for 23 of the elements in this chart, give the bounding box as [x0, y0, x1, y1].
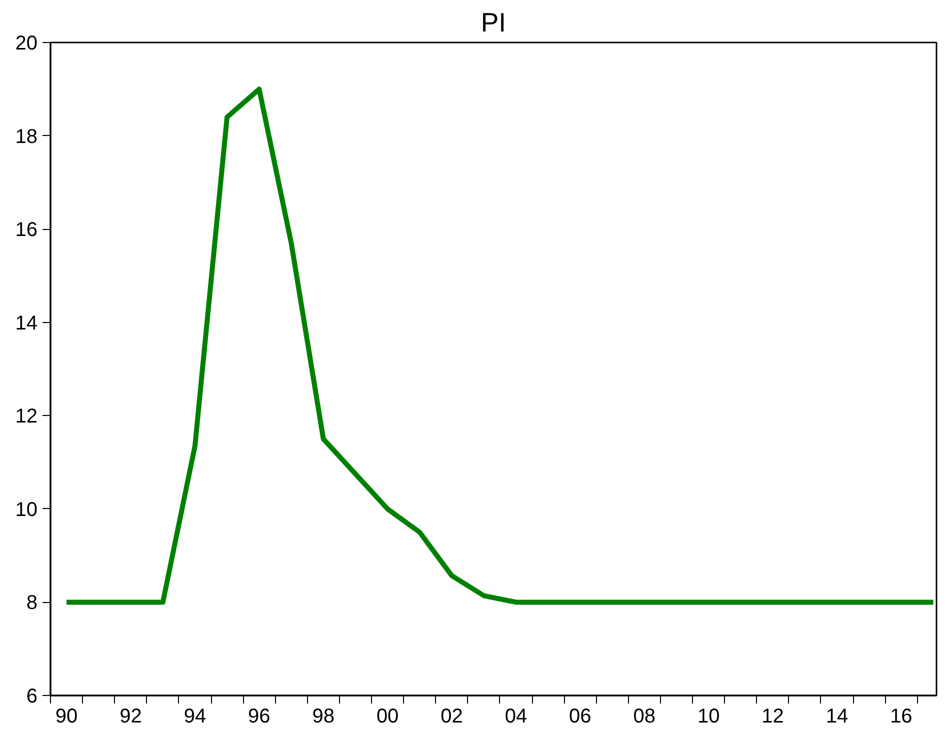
x-tick-label: 02	[440, 706, 463, 728]
x-tick-label: 96	[248, 706, 270, 728]
x-tick-label: 12	[762, 706, 784, 728]
y-tick-label: 16	[15, 219, 38, 242]
y-tick-label: 18	[15, 126, 38, 148]
y-tick-label: 6	[26, 686, 38, 708]
x-tick-label: 94	[184, 706, 206, 728]
x-tick-label: 90	[55, 706, 78, 728]
y-tick-label: 20	[15, 32, 38, 54]
x-tick-label: 16	[890, 706, 912, 728]
x-tick-label: 92	[120, 706, 142, 728]
y-tick-label: 12	[15, 406, 38, 428]
x-tick-label: 10	[697, 706, 720, 728]
x-tick-label: 06	[569, 706, 592, 728]
x-tick-label: 08	[633, 706, 656, 728]
x-tick-label: 98	[312, 706, 334, 728]
x-tick-label: 14	[826, 706, 848, 728]
y-tick-label: 10	[15, 498, 38, 521]
x-tick-label: 04	[504, 706, 528, 728]
chart-title: PI	[480, 8, 506, 38]
y-tick-label: 14	[15, 312, 38, 334]
x-tick-label: 00	[376, 706, 399, 728]
y-tick-label: 8	[26, 592, 38, 614]
